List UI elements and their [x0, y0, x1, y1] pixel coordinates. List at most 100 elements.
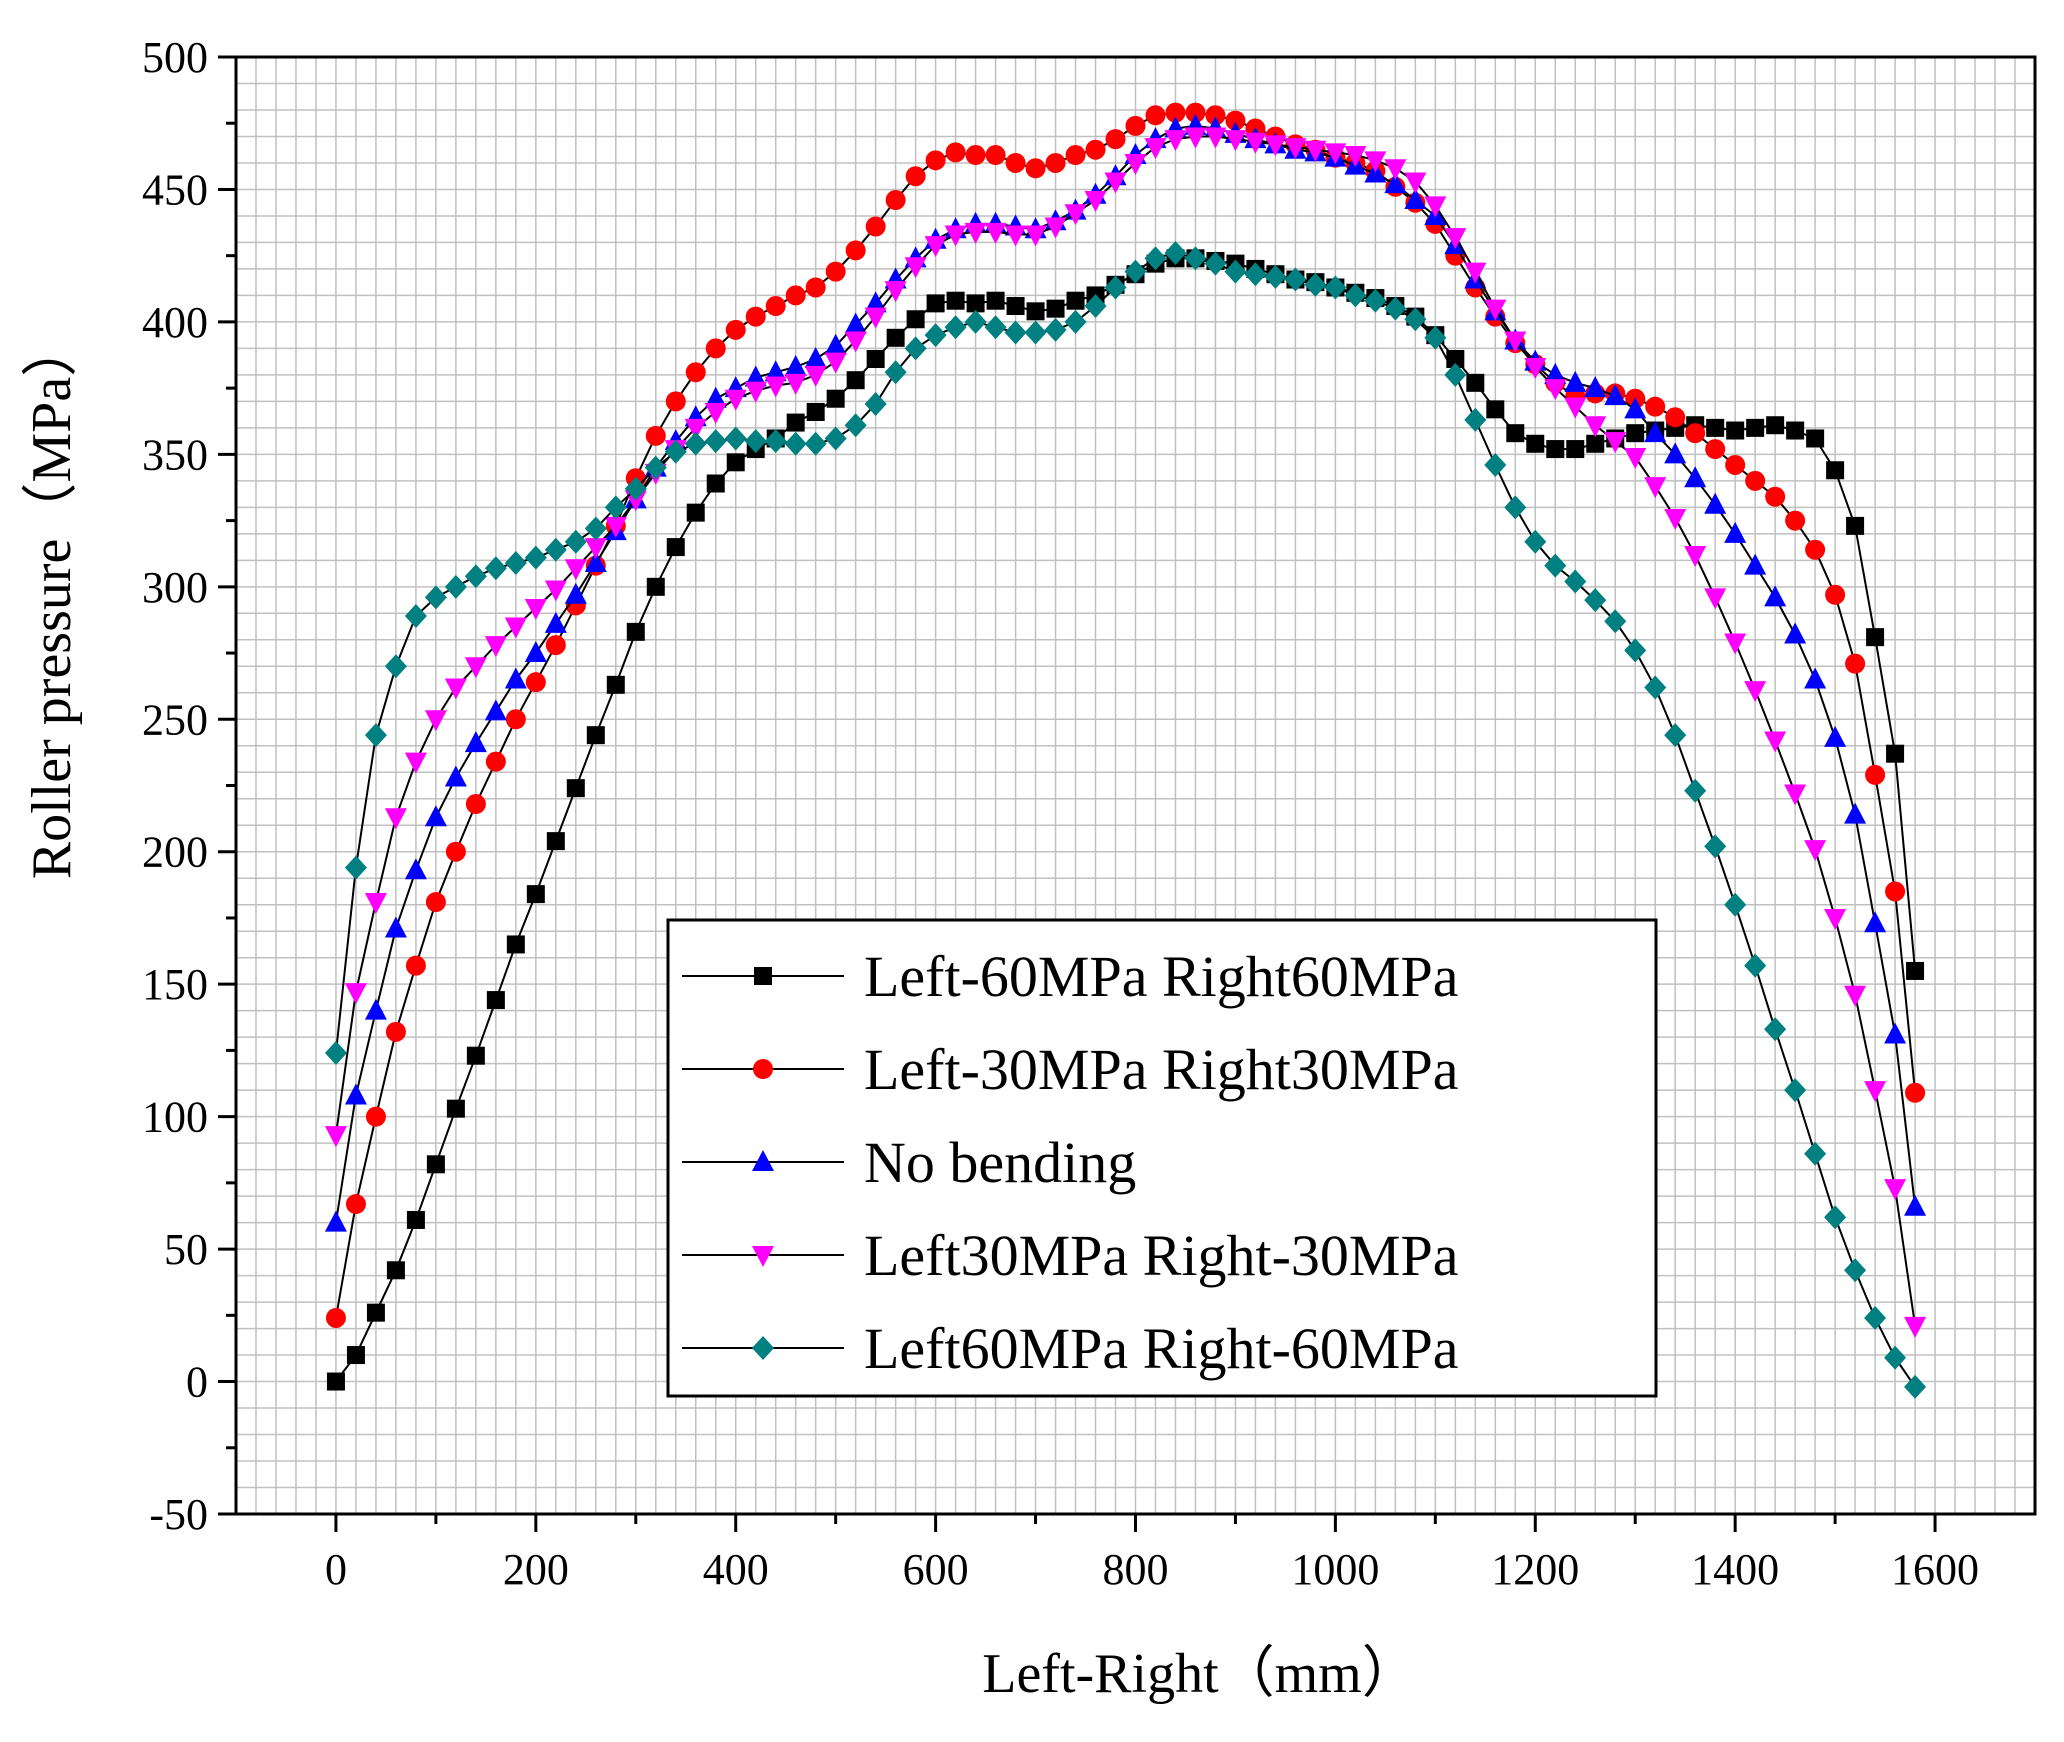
legend-label: Left60MPa Right-60MPa: [864, 1316, 1458, 1381]
data-point: [1725, 454, 1746, 475]
legend-marker: [753, 1059, 773, 1079]
y-tick-labels: -50 0 50 100 150 200 250 300 350 400 450 500: [142, 33, 208, 1539]
data-point: [1205, 105, 1226, 126]
data-point: [645, 425, 666, 446]
data-point: [404, 752, 427, 774]
data-point: [1144, 138, 1167, 160]
x-tick-label: 400: [703, 1545, 769, 1594]
data-point: [704, 402, 727, 424]
data-point: [884, 360, 907, 385]
data-point: [444, 678, 467, 700]
data-point: [1644, 477, 1667, 499]
data-point: [1224, 130, 1247, 152]
legend-item: Left-30MPa Right30MPa: [682, 1037, 1458, 1102]
data-point: [1004, 320, 1027, 345]
data-point: [1845, 653, 1866, 674]
data-point: [1104, 172, 1127, 194]
data-point: [904, 336, 927, 361]
data-point: [1564, 370, 1587, 392]
legend-item: No bending: [682, 1130, 1136, 1195]
legend-marker: [752, 1336, 774, 1360]
data-point: [1764, 1017, 1787, 1042]
data-point: [1784, 622, 1807, 644]
data-point: [1906, 961, 1925, 980]
data-point: [1544, 553, 1567, 578]
data-point: [1785, 510, 1806, 531]
data-point: [1225, 110, 1246, 131]
y-tick-label: 350: [142, 430, 208, 479]
data-point: [724, 389, 747, 411]
data-point: [424, 710, 447, 732]
data-point: [1644, 421, 1667, 443]
data-point: [866, 349, 885, 368]
data-point: [1444, 228, 1467, 250]
data-point: [1364, 151, 1387, 173]
y-tick-label: 500: [142, 33, 208, 82]
data-point: [1424, 196, 1447, 218]
data-point: [484, 636, 507, 658]
data-point: [706, 474, 725, 493]
data-point: [1724, 633, 1747, 655]
data-point: [1866, 628, 1885, 647]
data-point: [1784, 1078, 1807, 1103]
x-tick-label: 200: [503, 1545, 569, 1594]
data-point: [744, 381, 767, 403]
legend-item: Left30MPa Right-30MPa: [682, 1223, 1458, 1288]
data-point: [1145, 105, 1166, 126]
data-point: [464, 657, 487, 679]
x-tick-label: 1000: [1291, 1545, 1379, 1594]
data-point: [366, 1303, 385, 1322]
data-point: [684, 418, 707, 440]
data-point: [1084, 191, 1107, 213]
x-tick-label: 1600: [1891, 1545, 1979, 1594]
y-tick-label: 250: [142, 695, 208, 744]
data-point: [1824, 725, 1847, 747]
data-point: [485, 751, 506, 772]
y-tick-label: 300: [142, 563, 208, 612]
data-point: [406, 1210, 425, 1229]
data-point: [1704, 588, 1727, 610]
legend-marker: [752, 1150, 774, 1171]
data-point: [1005, 152, 1026, 173]
data-point: [326, 1372, 345, 1391]
data-point: [604, 495, 627, 520]
data-point: [1884, 1022, 1907, 1044]
data-point: [704, 386, 727, 408]
legend: Left-60MPa Right60MPa Left-30MPa Right30M…: [666, 918, 1658, 1398]
data-point: [946, 291, 965, 310]
data-point: [584, 538, 607, 560]
data-point: [1566, 440, 1585, 459]
data-point: [1384, 159, 1407, 181]
data-point: [524, 641, 547, 663]
data-point: [1664, 508, 1687, 530]
data-point: [1804, 840, 1827, 862]
data-point: [1624, 397, 1647, 419]
data-point: [1904, 1374, 1927, 1399]
data-point: [965, 145, 986, 166]
data-point: [1466, 373, 1485, 392]
data-point: [1584, 376, 1607, 398]
data-point: [864, 307, 887, 329]
data-point: [384, 654, 407, 679]
data-point: [1104, 275, 1127, 300]
data-point: [1824, 1205, 1847, 1230]
data-point: [1726, 421, 1745, 440]
x-tick-label: 1400: [1691, 1545, 1779, 1594]
data-point: [1864, 911, 1887, 933]
x-tick-label: 0: [325, 1545, 347, 1594]
data-point: [1704, 492, 1727, 514]
data-point: [1644, 675, 1667, 700]
data-point: [865, 216, 886, 237]
data-point: [1904, 1316, 1927, 1338]
data-point: [884, 281, 907, 303]
series-group: [324, 102, 1927, 1399]
data-point: [726, 453, 745, 472]
data-point: [1324, 143, 1347, 165]
data-point: [1844, 985, 1867, 1007]
data-point: [886, 328, 905, 347]
data-point: [364, 998, 387, 1020]
data-point: [324, 1041, 347, 1066]
x-tick-label: 1200: [1491, 1545, 1579, 1594]
data-point: [684, 431, 707, 456]
